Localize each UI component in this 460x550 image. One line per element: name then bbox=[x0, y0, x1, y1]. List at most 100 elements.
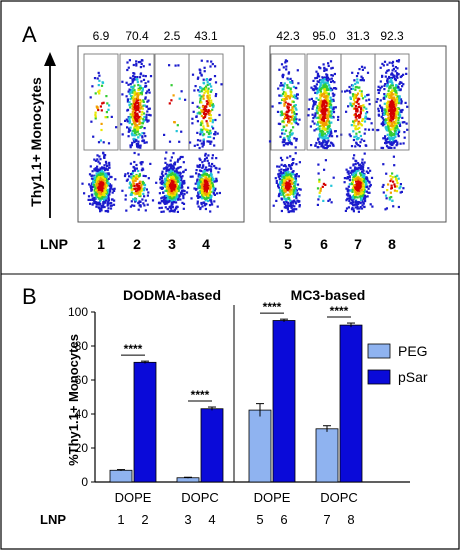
flow-event bbox=[287, 171, 290, 174]
flow-event bbox=[295, 87, 298, 90]
flow-event bbox=[158, 192, 161, 195]
flow-event bbox=[388, 85, 391, 88]
flow-event bbox=[358, 172, 362, 175]
flow-event bbox=[105, 111, 108, 114]
bar-lnp-prefix: LNP bbox=[40, 512, 66, 527]
flow-event bbox=[382, 122, 385, 125]
flow-event bbox=[279, 122, 282, 126]
flow-event bbox=[94, 196, 98, 199]
flow-event bbox=[200, 178, 203, 181]
flow-event bbox=[290, 204, 293, 207]
flow-event bbox=[324, 134, 327, 138]
flow-event bbox=[100, 206, 104, 209]
flow-event bbox=[201, 184, 204, 187]
flow-event bbox=[142, 182, 145, 185]
flow-event bbox=[129, 116, 132, 119]
flow-event bbox=[370, 122, 373, 125]
flow-event bbox=[100, 193, 103, 196]
flow-event bbox=[314, 114, 317, 117]
flow-event bbox=[364, 112, 368, 115]
flow-event bbox=[361, 158, 364, 161]
flow-event bbox=[361, 161, 364, 164]
flow-event bbox=[208, 102, 211, 105]
flow-plot-frame-left bbox=[77, 45, 245, 223]
flow-event bbox=[200, 201, 203, 205]
flow-event bbox=[125, 209, 128, 212]
flow-event bbox=[352, 186, 355, 189]
flow-event bbox=[128, 121, 131, 125]
flow-event bbox=[146, 90, 149, 93]
flow-event bbox=[288, 109, 291, 112]
flow-event bbox=[393, 130, 396, 133]
flow-event bbox=[135, 142, 138, 145]
flow-event bbox=[357, 166, 360, 169]
flow-event bbox=[292, 173, 295, 176]
flow-event bbox=[168, 190, 171, 193]
flow-event bbox=[283, 104, 286, 107]
flow-event bbox=[385, 107, 389, 110]
flow-event bbox=[388, 92, 391, 95]
flow-event bbox=[208, 192, 211, 195]
flow-event bbox=[327, 107, 330, 110]
flow-event bbox=[390, 136, 393, 139]
flow-event bbox=[288, 197, 291, 200]
flow-event bbox=[163, 133, 166, 136]
flow-event bbox=[313, 102, 316, 105]
flow-event bbox=[204, 199, 207, 202]
flow-event bbox=[140, 189, 143, 192]
flow-event bbox=[368, 117, 371, 121]
flow-event bbox=[355, 75, 359, 78]
flow-event bbox=[133, 99, 136, 102]
flow-event bbox=[145, 188, 148, 191]
flow-event bbox=[344, 209, 347, 212]
flow-event bbox=[168, 173, 171, 176]
flow-event bbox=[144, 209, 147, 212]
flow-event bbox=[365, 185, 368, 189]
flow-event bbox=[383, 102, 386, 105]
flow-event bbox=[97, 141, 101, 144]
flow-event bbox=[196, 77, 199, 80]
flow-event bbox=[125, 179, 128, 182]
flow-event bbox=[290, 163, 293, 167]
flow-event bbox=[206, 81, 209, 84]
flow-event bbox=[385, 71, 388, 74]
flow-event bbox=[94, 159, 97, 162]
flow-event bbox=[395, 133, 398, 136]
flow-event bbox=[348, 85, 351, 89]
flow-population bbox=[120, 59, 155, 212]
flow-event bbox=[208, 132, 211, 135]
flow-event bbox=[377, 85, 380, 88]
flow-event bbox=[208, 204, 212, 207]
flow-event bbox=[134, 179, 137, 182]
flow-event bbox=[285, 174, 289, 177]
flow-event bbox=[359, 182, 362, 185]
flow-event bbox=[354, 82, 357, 86]
flow-event bbox=[141, 88, 144, 91]
flow-event bbox=[295, 95, 298, 98]
flow-event bbox=[330, 67, 333, 70]
flow-event bbox=[396, 182, 399, 185]
flow-event bbox=[212, 187, 215, 190]
flow-event bbox=[360, 94, 363, 97]
flow-event bbox=[128, 59, 131, 62]
flow-event bbox=[347, 206, 350, 209]
flow-event bbox=[284, 129, 288, 132]
flow-event bbox=[365, 107, 368, 110]
flow-event bbox=[317, 137, 320, 140]
flow-event bbox=[315, 76, 319, 79]
flow-event bbox=[325, 92, 329, 95]
flow-event bbox=[199, 123, 202, 127]
flow-event bbox=[326, 130, 329, 133]
flow-event bbox=[135, 92, 138, 95]
flow-event bbox=[196, 200, 199, 203]
flow-event bbox=[388, 87, 391, 90]
flow-event bbox=[397, 116, 400, 119]
flow-event bbox=[396, 185, 399, 188]
flow-event bbox=[377, 128, 380, 132]
flow-event bbox=[205, 105, 208, 108]
flow-event bbox=[137, 61, 140, 64]
flow-event bbox=[321, 105, 324, 108]
flow-event bbox=[390, 178, 393, 181]
flow-event bbox=[385, 197, 388, 200]
flow-event bbox=[124, 198, 127, 201]
